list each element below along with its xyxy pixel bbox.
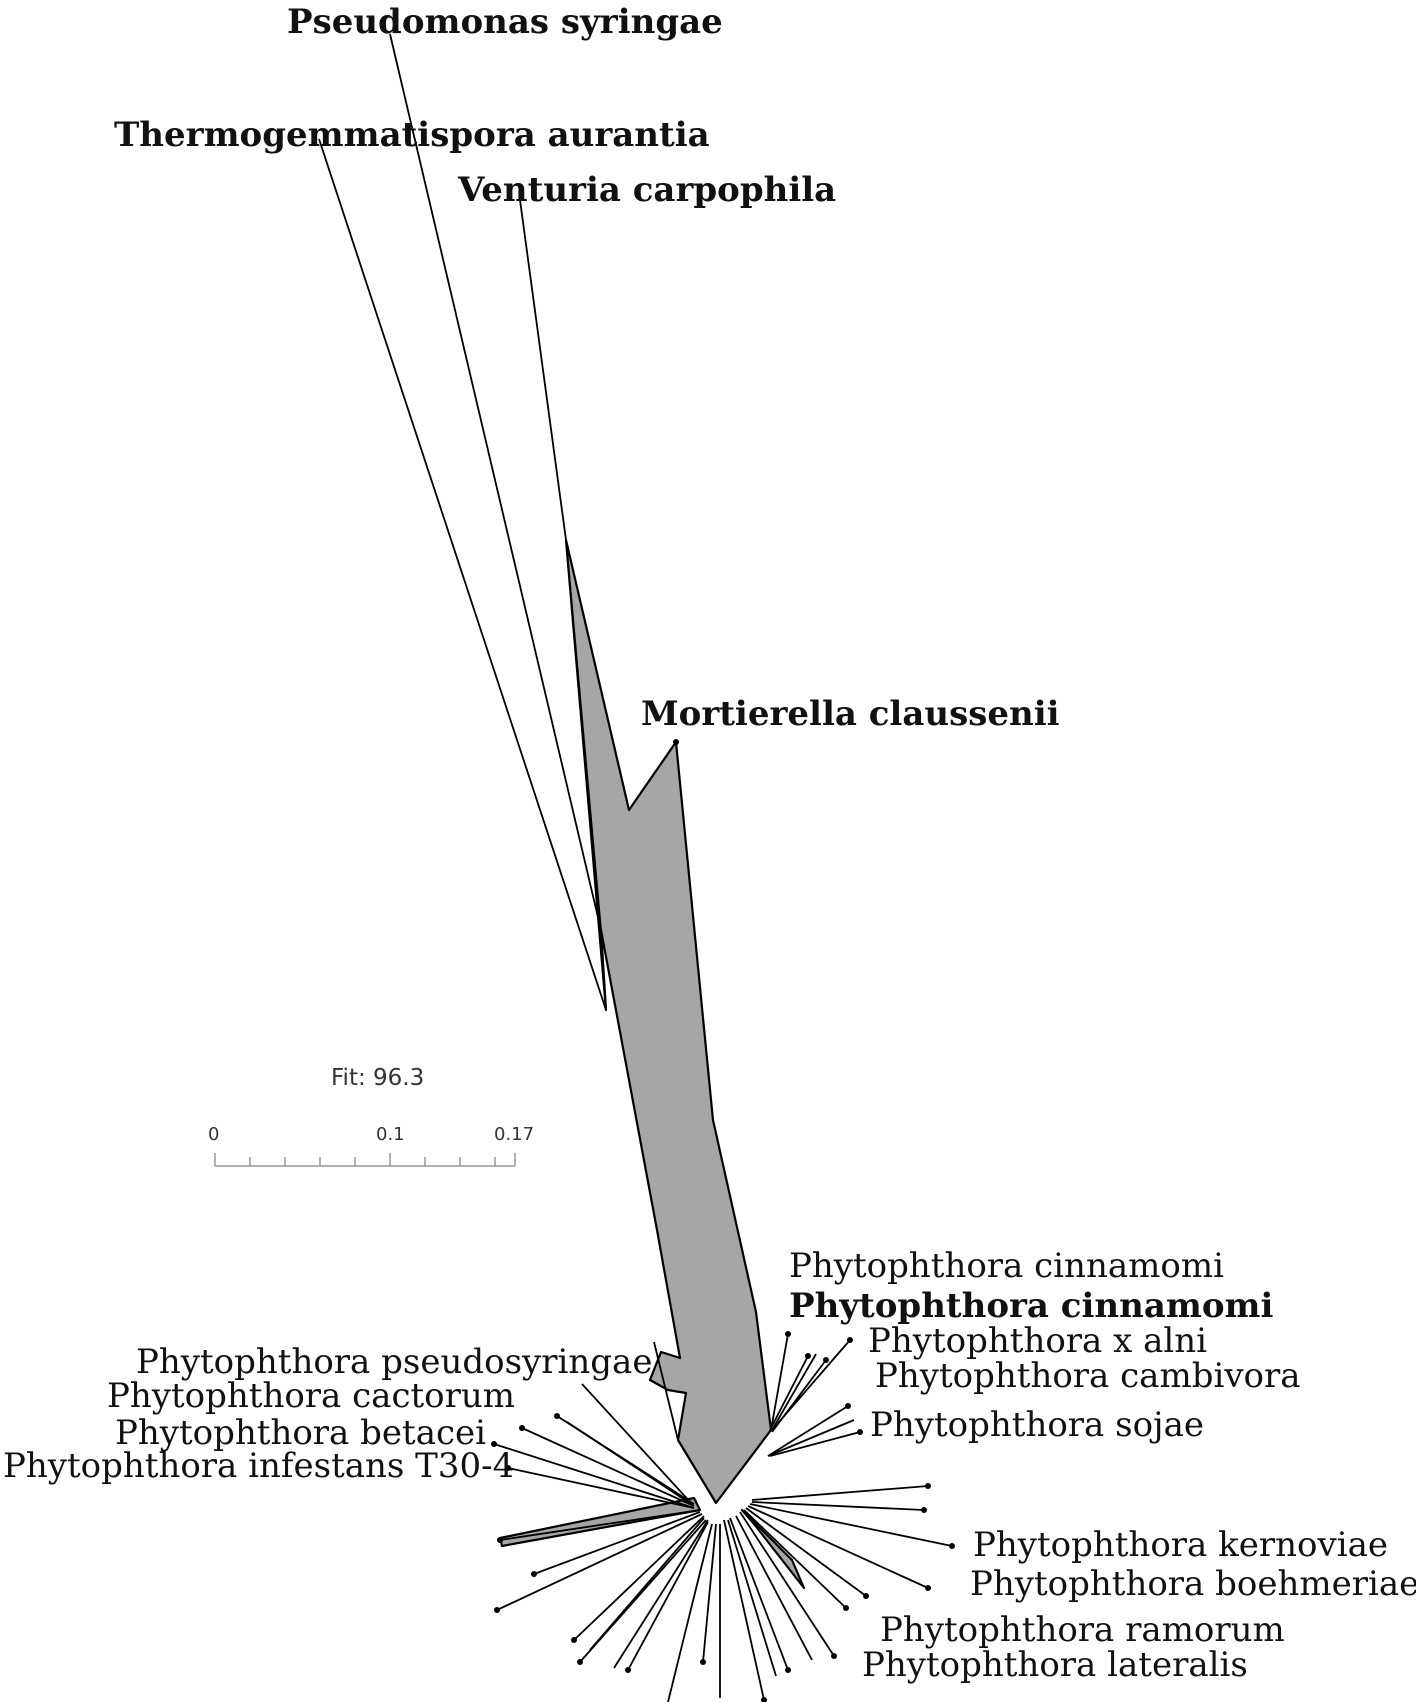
label-phytophthora-x-alni: Phytophthora x alni	[868, 1321, 1207, 1361]
leaf-dot	[554, 1413, 560, 1419]
leaf-dot	[857, 1429, 863, 1435]
edge-thermogemmatispora	[318, 138, 607, 1011]
center-edges	[493, 1333, 953, 1702]
edge-left-2	[533, 1511, 701, 1575]
leaf-dot	[531, 1571, 537, 1577]
label-phytophthora-sojae: Phytophthora sojae	[870, 1405, 1204, 1445]
leaf-dot	[497, 1537, 503, 1543]
label-phytophthora-kernoviae: Phytophthora kernoviae	[973, 1525, 1388, 1565]
leaf-dot	[831, 1653, 837, 1659]
split-polygon-left	[498, 1496, 702, 1548]
edge-cambivora-1	[769, 1355, 809, 1431]
edge-bottom-4	[727, 1519, 777, 1677]
leaf-dot	[843, 1605, 849, 1611]
edge-right-2	[745, 1507, 867, 1597]
split-inner-edge	[565, 539, 602, 931]
edge-bottom-3	[723, 1519, 765, 1701]
edge-short-1	[653, 1341, 679, 1441]
leaf-dot	[700, 1659, 706, 1665]
leaf-dot	[863, 1593, 869, 1599]
label-phytophthora-ramorum: Phytophthora ramorum	[880, 1610, 1285, 1650]
edge-right-4	[749, 1503, 953, 1547]
edge-venturia	[519, 199, 567, 541]
label-phytophthora-pseudosyringae: Phytophthora pseudosyringae	[136, 1342, 652, 1382]
edge-sojae-3	[769, 1431, 861, 1457]
edge-pseudosyringae	[581, 1383, 693, 1505]
edge-sojae-2	[767, 1419, 855, 1457]
label-phytophthora-infestans: Phytophthora infestans T30-4	[3, 1446, 514, 1486]
leaf-dot	[823, 1357, 829, 1363]
leaf-dot	[577, 1659, 583, 1665]
leaf-dot	[491, 1441, 497, 1447]
leaf-dot	[571, 1637, 577, 1643]
leaf-dot	[785, 1667, 791, 1673]
edge-left-3	[496, 1513, 703, 1611]
label-pseudomonas-syringae: Pseudomonas syringae	[287, 2, 723, 42]
edge-sojae-1	[767, 1405, 849, 1457]
split-polygon-right	[740, 1508, 806, 1590]
edge-xalni	[771, 1339, 851, 1431]
edge-bottom-6	[735, 1515, 813, 1661]
edge-betacei	[521, 1427, 695, 1507]
leaf-dot	[494, 1607, 500, 1613]
label-phytophthora-cinnamomi-bold: Phytophthora cinnamomi	[789, 1286, 1274, 1326]
leaf-dot	[785, 1331, 791, 1337]
edge-right-6	[751, 1485, 929, 1501]
edge-right-1	[743, 1509, 847, 1609]
leaf-dots	[491, 739, 955, 1702]
edge-cactorum-2	[566, 1421, 695, 1507]
edge-left-7	[613, 1519, 709, 1669]
scale-tick-label-0-1: 0.1	[376, 1124, 405, 1145]
split-polygon-main	[564, 538, 773, 1505]
scale-tick-label-0-17: 0.17	[494, 1124, 534, 1145]
edge-pseudomonas	[389, 33, 602, 931]
leaf-dot	[921, 1507, 927, 1513]
edge-right-3	[747, 1505, 929, 1589]
leaf-dot	[505, 1465, 511, 1471]
edge-infestans-2	[507, 1467, 695, 1509]
label-venturia-carpophila: Venturia carpophila	[457, 170, 836, 210]
leaf-dot	[847, 1337, 853, 1343]
split-box-main	[564, 538, 773, 1505]
edge-cambivora-2	[771, 1353, 817, 1431]
leaf-dot	[673, 739, 679, 745]
label-mortierella-claussenii: Mortierella claussenii	[641, 694, 1060, 734]
label-phytophthora-cinnamomi: Phytophthora cinnamomi	[789, 1246, 1224, 1286]
label-phytophthora-betacei: Phytophthora betacei	[115, 1413, 486, 1453]
label-phytophthora-lateralis: Phytophthora lateralis	[862, 1645, 1248, 1685]
edge-left-9	[667, 1523, 713, 1702]
leaf-dot	[925, 1585, 931, 1591]
leaf-dot	[949, 1543, 955, 1549]
edge-left-4	[573, 1515, 705, 1641]
edge-cinnamomi	[770, 1333, 789, 1431]
edge-bottom-5	[729, 1517, 789, 1671]
leaf-dot	[761, 1697, 767, 1702]
taxon-labels: Pseudomonas syringae Thermogemmatispora …	[3, 2, 1416, 1685]
label-phytophthora-cambivora: Phytophthora cambivora	[875, 1356, 1301, 1396]
label-phytophthora-cactorum: Phytophthora cactorum	[107, 1376, 515, 1416]
leaf-dot	[625, 1667, 631, 1673]
edge-left-1	[499, 1509, 701, 1541]
edge-left-6	[579, 1519, 707, 1663]
fit-label: Fit: 96.3	[331, 1065, 424, 1091]
edge-bottom-7	[739, 1511, 835, 1657]
label-thermogemmatispora-aurantia: Thermogemmatispora aurantia	[114, 115, 710, 155]
label-phytophthora-boehmeriae: Phytophthora boehmeriae	[970, 1564, 1416, 1604]
scale-tick-label-0: 0	[208, 1124, 219, 1145]
edge-right-5	[751, 1501, 925, 1511]
edge-infestans	[493, 1443, 695, 1509]
leaf-dot	[925, 1483, 931, 1489]
outgroup-edges	[318, 33, 607, 1011]
leaf-dot	[805, 1353, 811, 1359]
leaf-dot	[845, 1403, 851, 1409]
edge-left-8	[627, 1521, 709, 1671]
leaf-dot	[519, 1425, 525, 1431]
scale-bar: 0 0.1 0.17	[208, 1124, 534, 1167]
edge-bottom-1	[702, 1523, 717, 1663]
